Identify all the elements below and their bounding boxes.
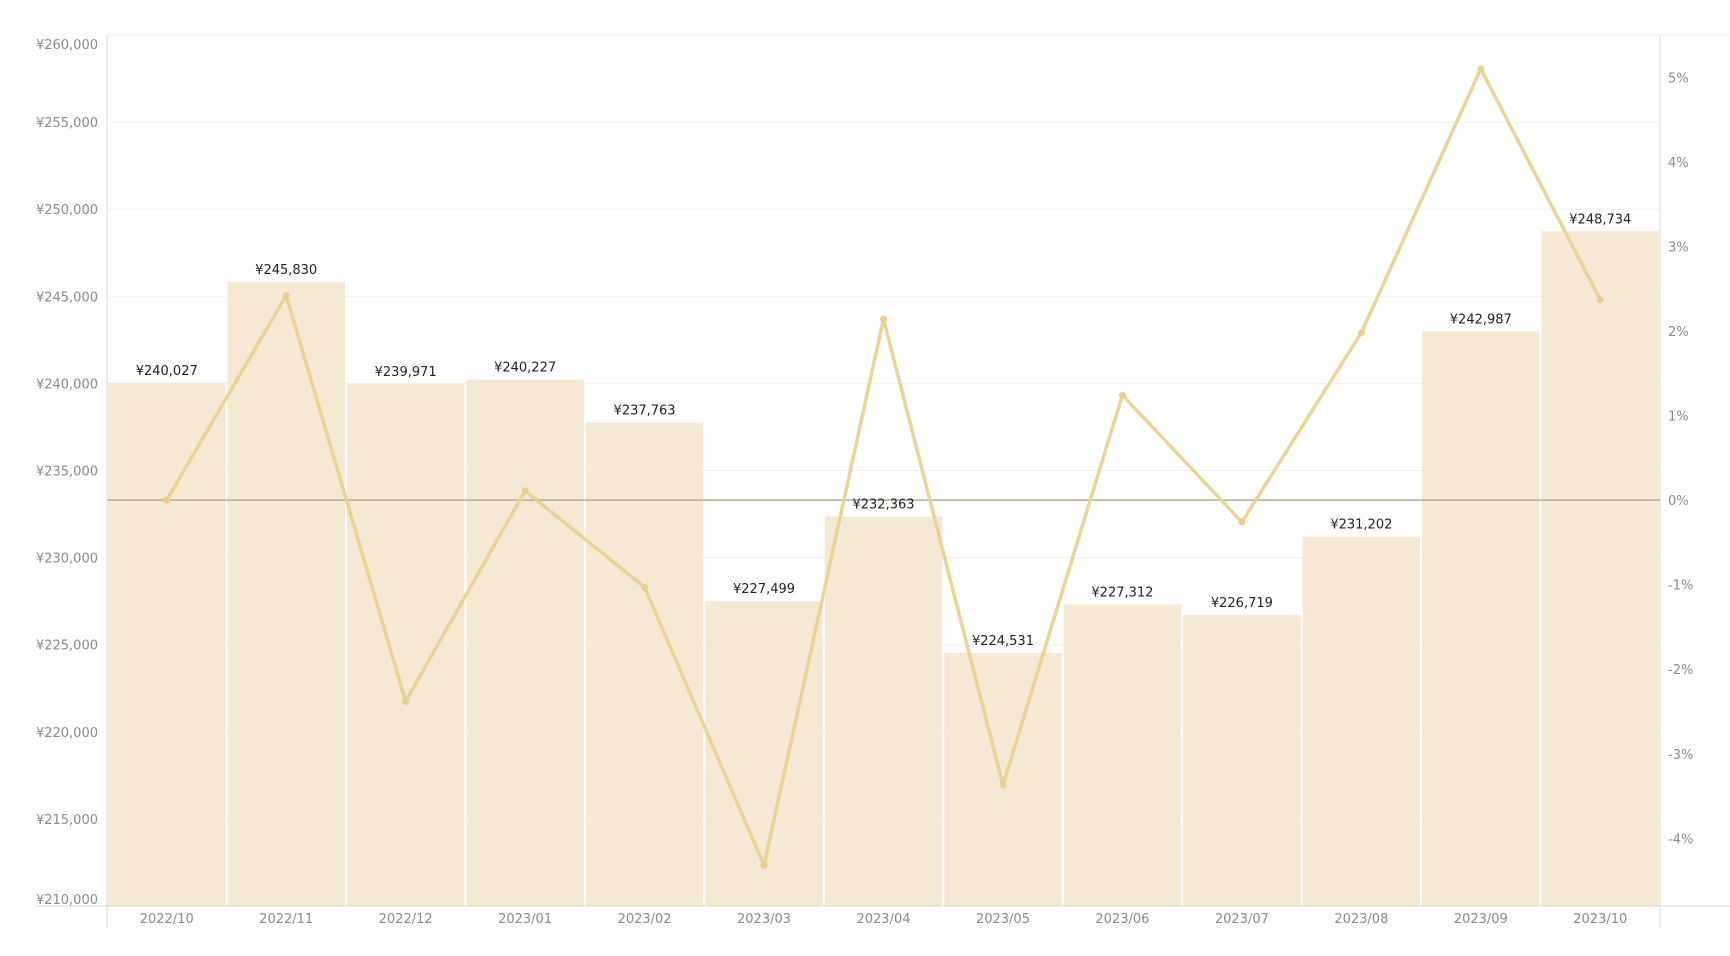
y2-tick-label: -2% bbox=[1668, 663, 1693, 678]
line-point bbox=[1596, 296, 1604, 304]
y-tick-label: ¥225,000 bbox=[36, 639, 98, 654]
x-tick-label: 2022/12 bbox=[379, 912, 433, 927]
bar bbox=[705, 601, 823, 906]
bar-value-label: ¥227,312 bbox=[1091, 585, 1153, 600]
y-tick-label: ¥235,000 bbox=[36, 465, 98, 480]
x-tick-label: 2022/10 bbox=[140, 912, 194, 927]
line-point bbox=[641, 583, 649, 591]
line-series bbox=[163, 65, 1604, 869]
bar bbox=[1422, 331, 1540, 906]
line-point bbox=[999, 781, 1007, 789]
y2-tick-label: 0% bbox=[1668, 494, 1689, 509]
bar bbox=[1183, 614, 1301, 906]
line-point bbox=[1238, 518, 1246, 526]
y-tick-label: ¥250,000 bbox=[36, 203, 98, 218]
x-tick-label: 2023/06 bbox=[1095, 912, 1149, 927]
bar-value-label: ¥226,719 bbox=[1211, 596, 1273, 611]
y2-tick-label: -4% bbox=[1668, 832, 1693, 847]
y2-tick-label: 2% bbox=[1668, 325, 1689, 340]
bar-value-label: ¥245,830 bbox=[255, 263, 317, 278]
bar-value-label: ¥231,202 bbox=[1330, 518, 1392, 533]
x-tick-label: 2023/04 bbox=[856, 912, 910, 927]
y2-tick-label: 3% bbox=[1668, 240, 1689, 255]
bar-value-label: ¥224,531 bbox=[972, 634, 1034, 649]
x-tick-label: 2023/05 bbox=[976, 912, 1030, 927]
x-tick-label: 2023/09 bbox=[1454, 912, 1508, 927]
bar-series bbox=[108, 231, 1659, 907]
y2-tick-label: 4% bbox=[1668, 156, 1689, 171]
bar bbox=[824, 516, 943, 906]
y2-tick-label: 1% bbox=[1668, 410, 1689, 425]
line-point bbox=[282, 291, 290, 299]
line-point bbox=[1357, 329, 1365, 337]
y-tick-label: ¥210,000 bbox=[36, 893, 98, 908]
x-tick-label: 2023/08 bbox=[1334, 912, 1388, 927]
tick-labels: ¥260,000 ¥255,000 ¥250,000 ¥245,000 ¥240,000… bbox=[36, 38, 1693, 927]
bar bbox=[1541, 231, 1659, 906]
bar bbox=[585, 422, 704, 906]
y2-tick-label: -1% bbox=[1668, 579, 1693, 594]
y-tick-label: ¥240,000 bbox=[36, 377, 98, 392]
line-point bbox=[1118, 391, 1126, 399]
axes bbox=[36, 34, 1730, 928]
line-point bbox=[163, 496, 171, 504]
bar bbox=[466, 379, 584, 906]
bar-value-label: ¥232,363 bbox=[852, 497, 914, 512]
line-point bbox=[880, 315, 887, 323]
line-point bbox=[402, 697, 410, 705]
bar-value-label: ¥237,763 bbox=[614, 403, 676, 418]
x-tick-label: 2023/01 bbox=[498, 912, 552, 927]
bar bbox=[346, 383, 465, 907]
y2-tick-label: -3% bbox=[1668, 748, 1693, 763]
bar bbox=[1063, 604, 1182, 906]
x-tick-label: 2023/03 bbox=[737, 912, 791, 927]
x-tick-label: 2023/10 bbox=[1573, 912, 1627, 927]
bar-value-labels: ¥240,027 ¥245,830 ¥239,971 ¥240,227 ¥237,763… bbox=[136, 212, 1632, 649]
bar-value-label: ¥242,987 bbox=[1450, 312, 1512, 327]
line-point bbox=[1477, 65, 1485, 73]
bar bbox=[108, 382, 226, 906]
y-tick-label: ¥260,000 bbox=[36, 38, 98, 53]
x-tick-label: 2022/11 bbox=[259, 912, 313, 927]
y-tick-label: ¥255,000 bbox=[36, 116, 98, 131]
y-tick-label: ¥215,000 bbox=[36, 813, 98, 828]
bar-value-label: ¥240,027 bbox=[136, 364, 198, 379]
x-tick-label: 2023/07 bbox=[1215, 912, 1269, 927]
bar bbox=[1302, 536, 1421, 906]
bar-value-label: ¥227,499 bbox=[733, 582, 795, 597]
y-tick-label: ¥220,000 bbox=[36, 726, 98, 741]
x-tick-label: 2023/02 bbox=[618, 912, 672, 927]
line-point bbox=[760, 861, 768, 869]
line-point bbox=[521, 487, 529, 495]
bar-value-label: ¥240,227 bbox=[494, 360, 556, 375]
y-tick-label: ¥230,000 bbox=[36, 552, 98, 567]
y-tick-label: ¥245,000 bbox=[36, 290, 98, 305]
y2-tick-label: 5% bbox=[1668, 71, 1689, 86]
bar-value-label: ¥248,734 bbox=[1569, 212, 1631, 227]
bar-value-label: ¥239,971 bbox=[375, 365, 437, 380]
bar bbox=[227, 281, 345, 906]
